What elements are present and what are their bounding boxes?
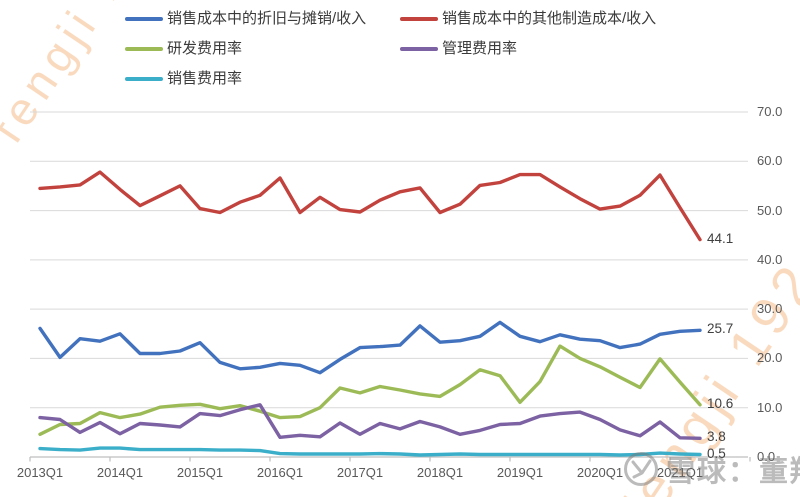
series-end-label: 25.7 xyxy=(707,321,734,337)
chart-legend: 销售成本中的折旧与摊销/收入 销售成本中的其他制造成本/收入 研发费用率 管理费… xyxy=(125,10,656,88)
x-axis-label: 2020Q1 xyxy=(576,465,624,480)
series-line-3 xyxy=(38,403,702,440)
x-axis-label: 2016Q1 xyxy=(256,465,304,480)
y-axis-label: 20.0 xyxy=(757,350,783,366)
legend-label: 研发费用率 xyxy=(167,40,243,57)
x-axis-label: 2019Q1 xyxy=(496,465,544,480)
x-axis-label: 2021Q1 xyxy=(656,465,704,480)
y-axis-label: 10.0 xyxy=(757,399,783,415)
x-axis-label: 2015Q1 xyxy=(176,465,224,480)
y-axis-label: 0.0 xyxy=(757,449,776,464)
x-axis-label: 2013Q1 xyxy=(16,465,64,480)
x-axis-label: 2014Q1 xyxy=(96,465,144,480)
series-end-label: 44.1 xyxy=(707,230,734,246)
legend-item-rd-expense-ratio: 研发费用率 xyxy=(125,40,400,58)
legend-item-other-manufacturing-cost: 销售成本中的其他制造成本/收入 xyxy=(400,10,656,28)
legend-swatch-red xyxy=(400,17,438,21)
series-line-1 xyxy=(38,170,702,242)
y-axis-label: 40.0 xyxy=(757,251,783,267)
legend-label: 销售成本中的折旧与摊销/收入 xyxy=(167,10,367,27)
legend-item-admin-expense-ratio: 管理费用率 xyxy=(400,40,656,58)
legend-label: 销售成本中的其他制造成本/收入 xyxy=(442,10,657,27)
y-axis-label: 50.0 xyxy=(757,202,783,218)
legend-swatch-purple xyxy=(400,47,438,51)
series-end-label: 0.5 xyxy=(707,445,726,461)
series-line-4 xyxy=(38,446,702,457)
legend-swatch-blue xyxy=(125,17,163,21)
legend-item-selling-expense-ratio: 销售费用率 xyxy=(125,70,400,88)
series-end-label: 3.8 xyxy=(707,429,726,445)
y-axis-label: 60.0 xyxy=(757,153,783,169)
legend-label: 管理费用率 xyxy=(442,40,518,57)
y-axis-label: 70.0 xyxy=(757,104,783,119)
legend-item-depreciation: 销售成本中的折旧与摊销/收入 xyxy=(125,10,400,28)
series-line-2 xyxy=(38,344,702,436)
x-axis-label: 2018Q1 xyxy=(416,465,464,480)
legend-swatch-cyan xyxy=(125,77,163,81)
x-axis-label: 2017Q1 xyxy=(336,465,384,480)
legend-swatch-green xyxy=(125,47,163,51)
legend-label: 销售费用率 xyxy=(167,70,243,87)
series-line-0 xyxy=(38,320,702,375)
series-end-label: 10.6 xyxy=(707,395,734,411)
y-axis-label: 30.0 xyxy=(757,301,783,317)
